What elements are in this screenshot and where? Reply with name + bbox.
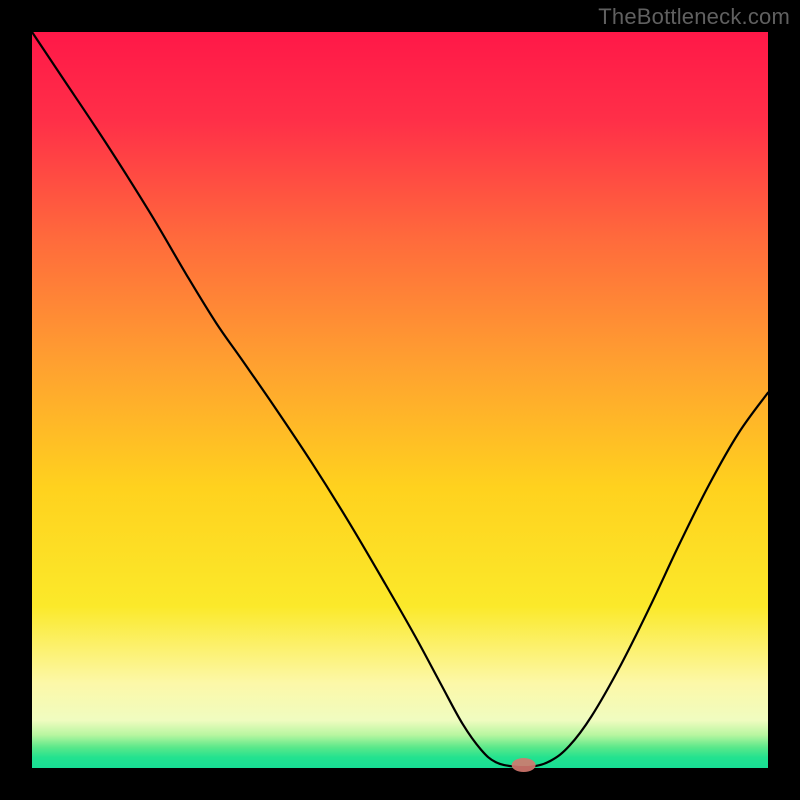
watermark-text: TheBottleneck.com — [598, 4, 790, 30]
chart-frame: TheBottleneck.com — [0, 0, 800, 800]
plot-background-gradient — [32, 32, 768, 768]
optimal-point-marker — [512, 758, 536, 772]
bottleneck-chart-svg — [0, 0, 800, 800]
